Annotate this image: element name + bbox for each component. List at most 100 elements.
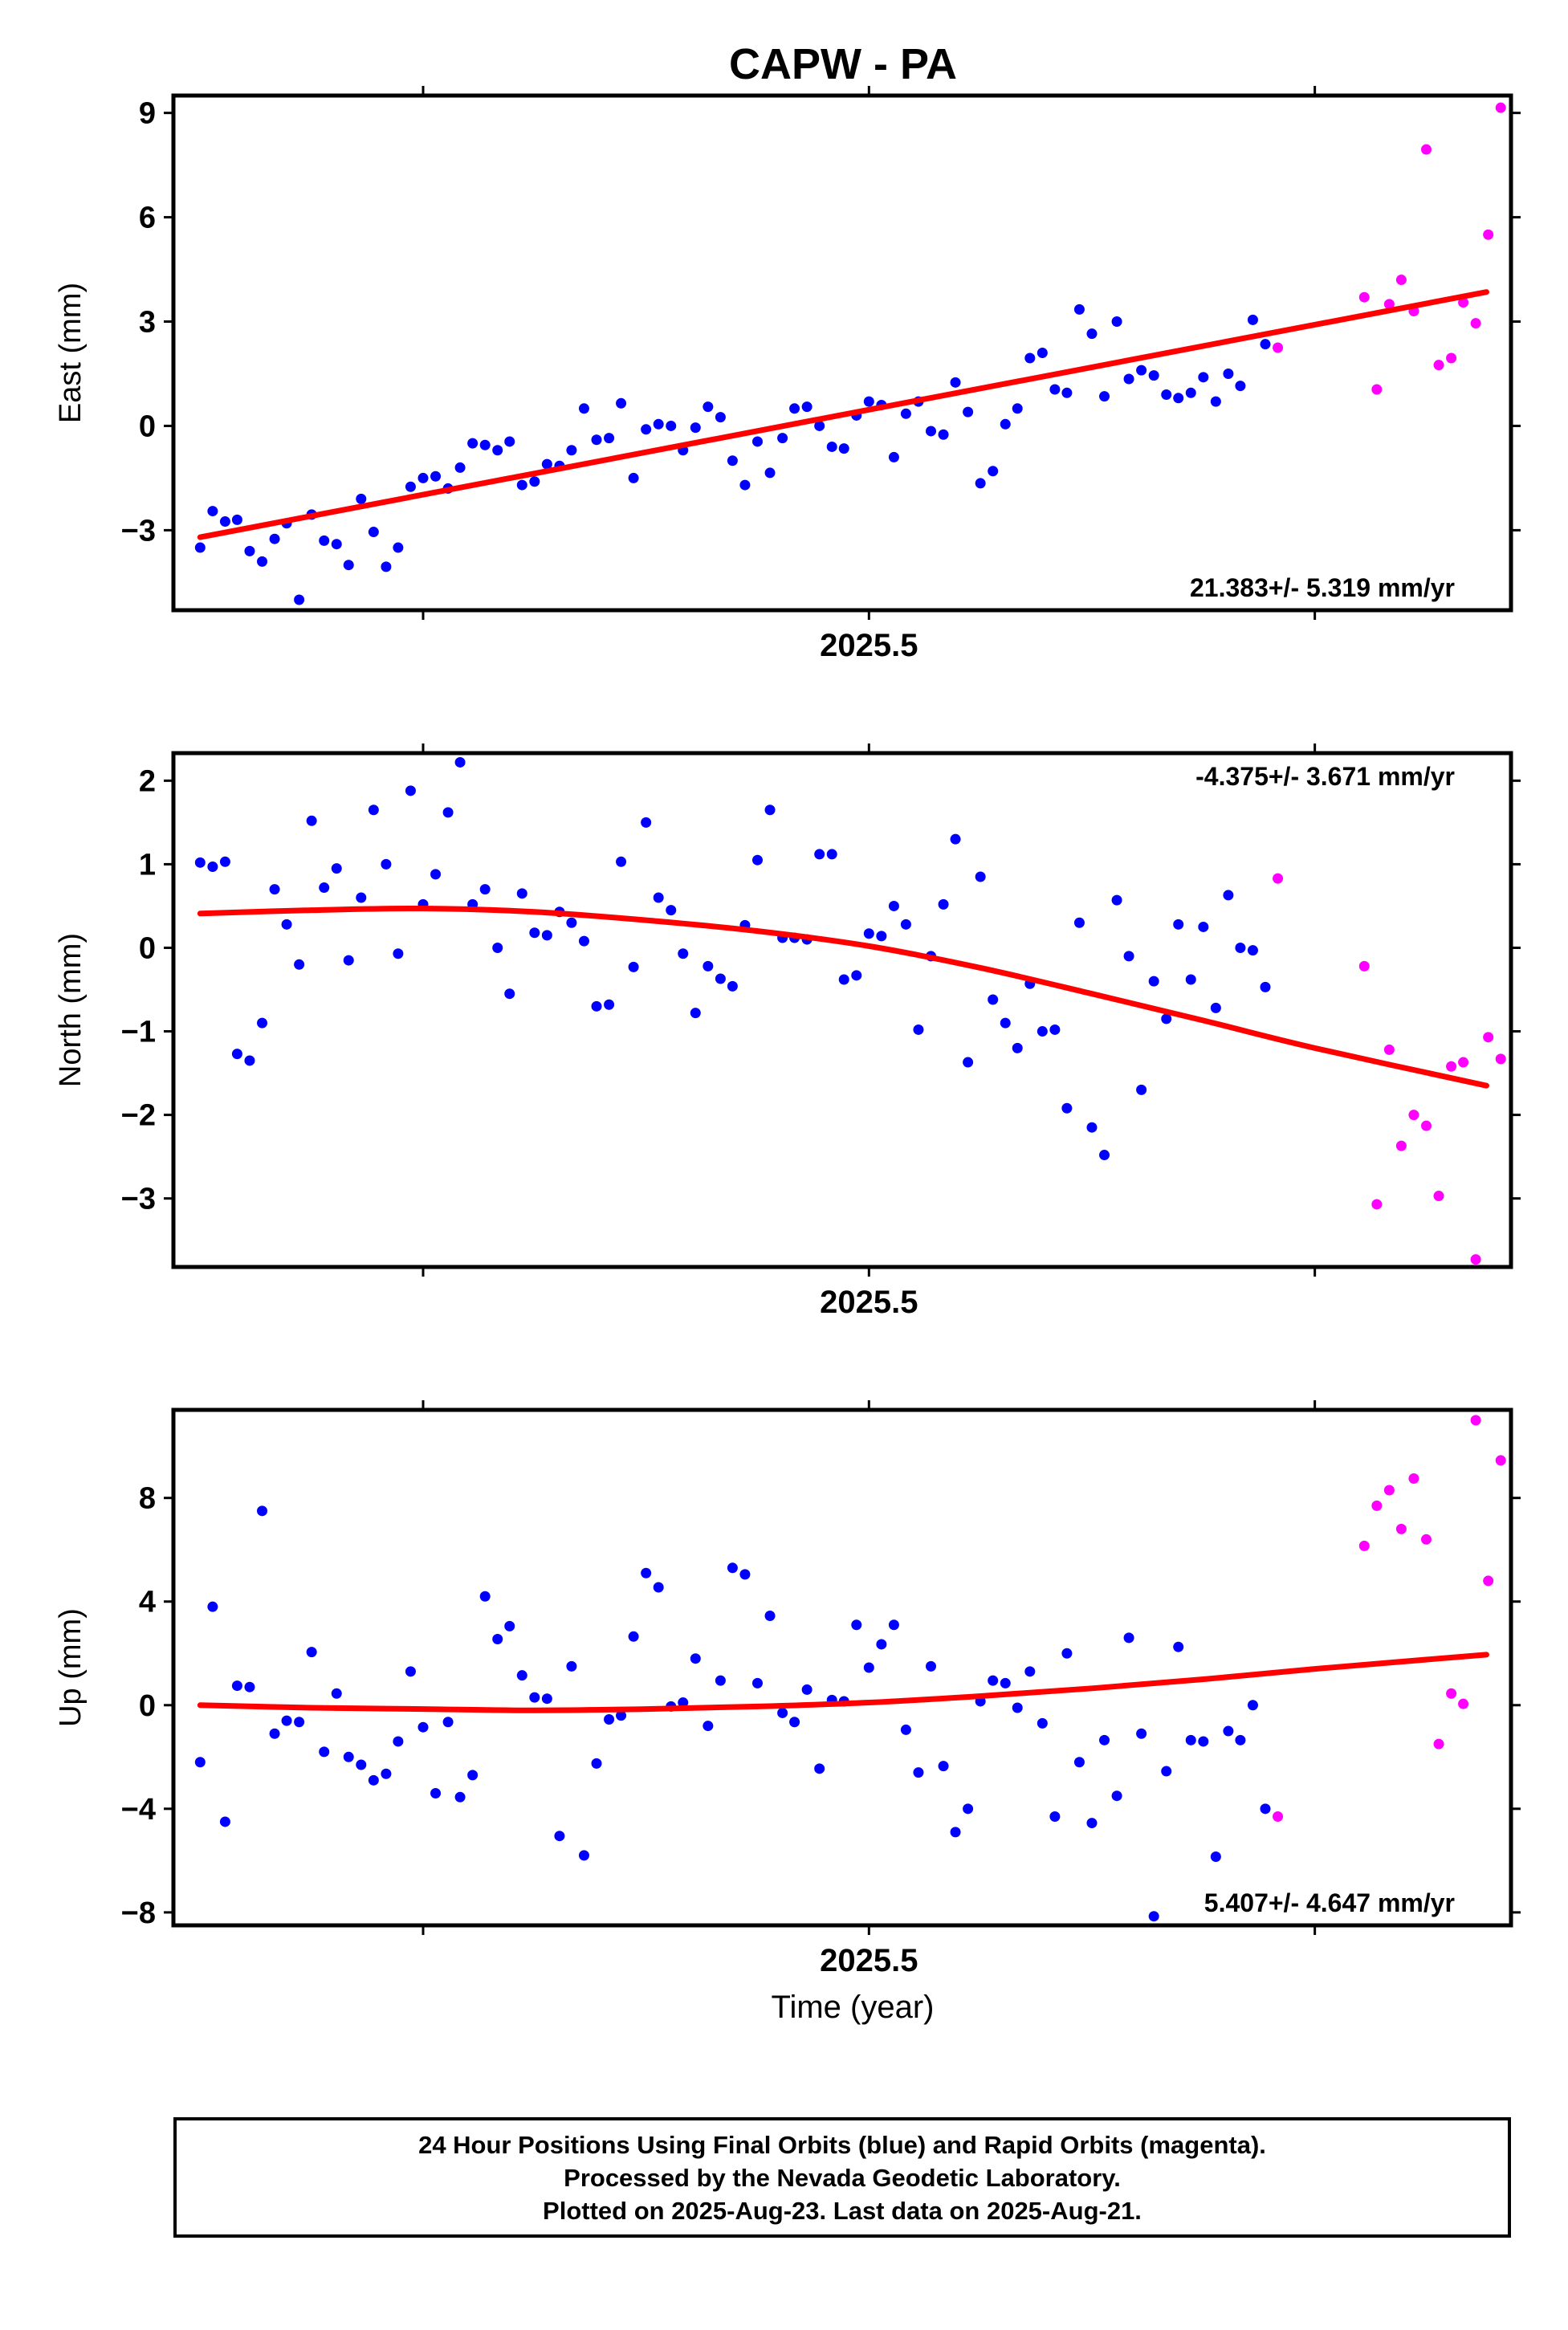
panels: −3 0 3 6 9 2025.5 East (mm) 21.383+/- 5.319 mm/… (54, 86, 1521, 2025)
final-orbit-point (281, 919, 292, 930)
y-tick-label: 0 (139, 1689, 156, 1723)
final-orbit-point (1247, 314, 1258, 325)
final-orbit-point (1235, 942, 1246, 953)
rapid-orbit-point (1395, 1140, 1407, 1151)
final-orbit-point (838, 974, 849, 985)
final-orbit-point (1111, 1790, 1122, 1802)
final-orbit-point (454, 462, 466, 473)
final-orbit-point (604, 999, 615, 1010)
final-orbit-point (1223, 1725, 1234, 1737)
final-orbit-point (504, 1620, 515, 1631)
final-orbit-point (479, 884, 491, 895)
plot-frame (171, 93, 1513, 613)
final-orbit-point (950, 1827, 961, 1838)
final-orbit-point (244, 1055, 255, 1066)
rapid-orbit-point (1433, 1191, 1444, 1202)
final-orbit-point (381, 1768, 392, 1779)
final-orbit-point (331, 1688, 342, 1699)
rapid-orbit-point (1383, 299, 1395, 310)
final-orbit-point (604, 1714, 615, 1725)
final-orbit-point (678, 1697, 689, 1709)
rate-label: -4.375+/- 3.671 mm/yr (1195, 762, 1455, 791)
final-orbit-point (566, 1660, 577, 1672)
final-orbit-point (1148, 370, 1159, 381)
final-orbit-point (1000, 418, 1011, 430)
final-orbit-point (257, 1017, 268, 1029)
plot-area (194, 756, 1506, 1265)
y-tick-label: −8 (121, 1896, 156, 1930)
final-orbit-point (1198, 372, 1209, 383)
final-orbit-point (814, 849, 825, 860)
y-tick-label: 2 (139, 764, 156, 798)
final-orbit-point (1247, 1700, 1258, 1711)
panel-north: −3 −2 −1 0 1 2 2025.5 North (mm) -4.375+/- 3.671… (54, 743, 1521, 1320)
rapid-orbit-point (1371, 384, 1383, 395)
final-orbit-point (764, 805, 776, 816)
final-orbit-point (628, 1631, 639, 1642)
final-orbit-point (1161, 1766, 1172, 1777)
final-orbit-point (541, 458, 552, 470)
final-orbit-point (194, 542, 206, 553)
rapid-orbit-point (1395, 275, 1407, 286)
rapid-orbit-point (1395, 1523, 1407, 1534)
final-orbit-point (703, 960, 714, 972)
final-orbit-point (616, 856, 627, 867)
final-orbit-point (801, 1684, 813, 1695)
rapid-orbit-point (1273, 342, 1284, 353)
final-orbit-point (541, 930, 552, 941)
final-orbit-point (1061, 387, 1073, 398)
final-orbit-point (826, 849, 837, 860)
final-orbit-point (231, 514, 242, 525)
final-orbit-point (566, 917, 577, 928)
chart-title: CAPW - PA (729, 40, 957, 88)
final-orbit-point (751, 436, 763, 447)
plot-frame (171, 1407, 1513, 1928)
final-orbit-point (1086, 328, 1098, 340)
final-orbit-point (492, 445, 503, 456)
final-orbit-point (417, 472, 429, 483)
final-orbit-point (541, 1693, 552, 1705)
plot-frame (171, 751, 1513, 1269)
y-tick-label: 6 (139, 202, 156, 235)
final-orbit-point (207, 1601, 218, 1612)
final-orbit-point (1260, 339, 1271, 350)
final-orbit-point (331, 863, 342, 874)
final-orbit-point (442, 1717, 454, 1728)
final-orbit-point (1173, 919, 1184, 930)
final-orbit-point (343, 560, 354, 571)
final-orbit-point (306, 815, 317, 826)
y-axis-label: North (mm) (54, 933, 88, 1087)
final-orbit-point (876, 931, 887, 942)
final-orbit-point (1260, 981, 1271, 992)
final-orbit-point (294, 594, 305, 605)
final-orbit-point (988, 466, 999, 477)
final-orbit-point (467, 1770, 479, 1781)
final-orbit-point (405, 785, 416, 796)
final-orbit-point (1073, 917, 1085, 928)
final-orbit-point (381, 858, 392, 870)
final-orbit-point (529, 1692, 540, 1703)
rapid-orbit-point (1446, 352, 1457, 364)
final-orbit-point (269, 1728, 280, 1739)
final-orbit-point (764, 1610, 776, 1621)
rapid-orbit-point (1433, 360, 1444, 371)
final-orbit-point (405, 1666, 416, 1677)
final-orbit-point (950, 377, 961, 388)
final-orbit-point (1247, 945, 1258, 956)
final-orbit-point (1260, 1803, 1271, 1815)
final-orbit-point (690, 1008, 701, 1019)
final-orbit-point (641, 817, 652, 828)
rapid-orbit-point (1371, 1500, 1383, 1511)
final-orbit-point (1161, 389, 1172, 400)
final-orbit-point (616, 1710, 627, 1721)
final-orbit-point (207, 862, 218, 873)
final-orbit-point (591, 434, 602, 446)
final-orbit-point (690, 422, 701, 434)
final-orbit-point (888, 1619, 899, 1631)
rapid-orbit-point (1483, 229, 1494, 240)
final-orbit-point (1099, 391, 1110, 402)
rapid-orbit-point (1458, 1057, 1469, 1068)
final-orbit-point (616, 397, 627, 409)
final-orbit-point (368, 805, 379, 816)
final-orbit-point (1073, 1757, 1085, 1768)
